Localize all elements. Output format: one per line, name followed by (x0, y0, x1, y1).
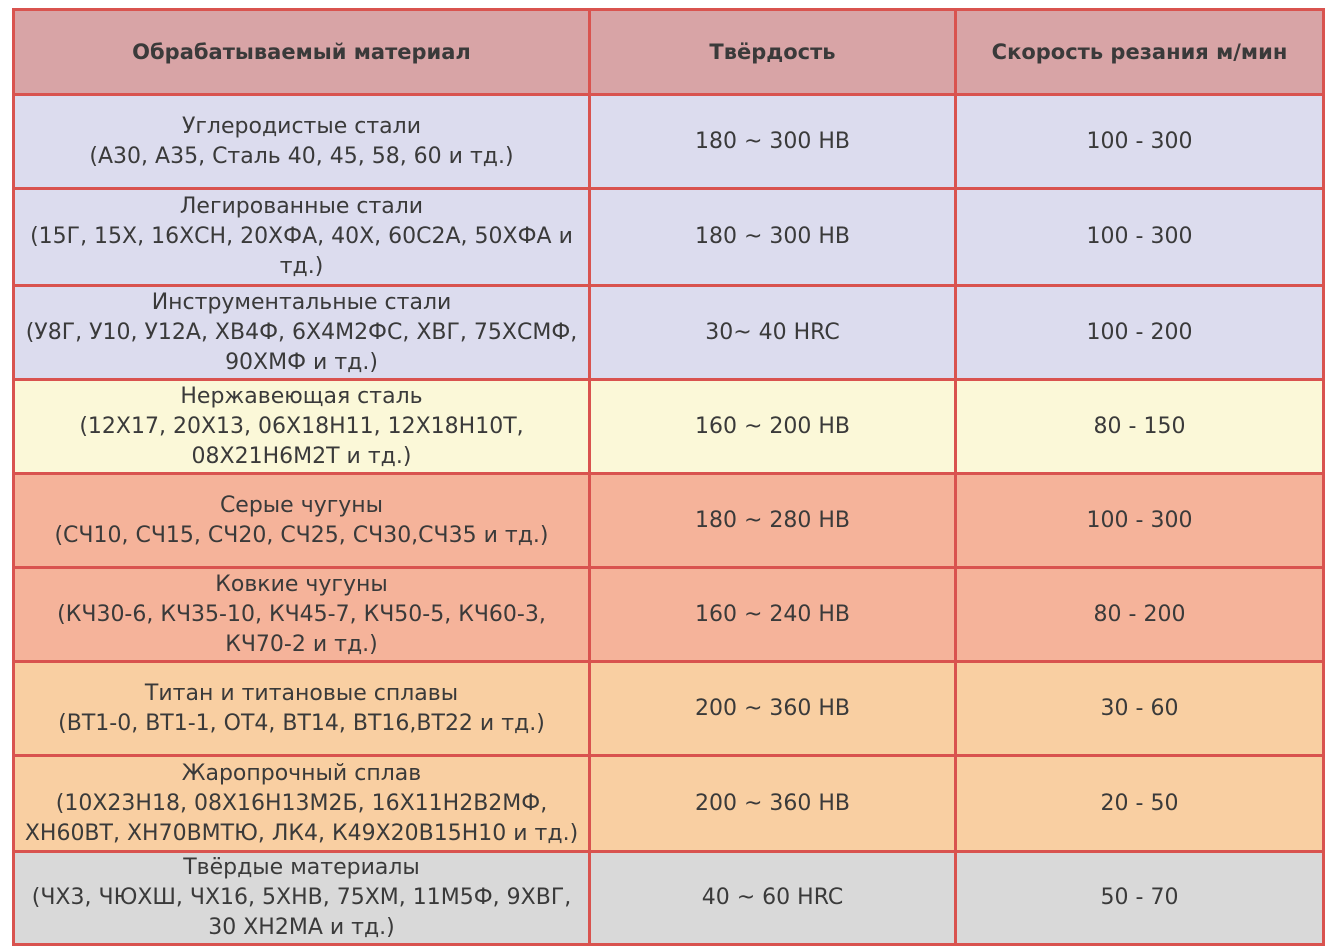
speed-cell: 100 - 200 (954, 284, 1325, 381)
speed-cell: 100 - 300 (954, 93, 1325, 190)
material-grades: (А30, А35, Сталь 40, 45, 58, 60 и тд.) (89, 143, 514, 169)
material-grades: (ВТ1-0, ВТ1-1, ОТ4, ВТ14, ВТ16,ВТ22 и тд… (58, 710, 545, 736)
table-row: Ковкие чугуны (КЧ30-6, КЧ35-10, КЧ45-7, К… (12, 566, 1325, 663)
hardness-cell: 160 ~ 200 HB (588, 378, 957, 475)
header-hardness: Твёрдость (588, 8, 957, 96)
header-row: Обрабатываемый материал Твёрдость Скорос… (12, 8, 1325, 96)
table-row: Углеродистые стали (А30, А35, Сталь 40, 4… (12, 93, 1325, 190)
table-row: Инструментальные стали (У8Г, У10, У12А, Х… (12, 284, 1325, 381)
hardness-cell: 30~ 40 HRC (588, 284, 957, 381)
header-cutting-speed: Скорость резания м/мин (954, 8, 1325, 96)
material-grades: (12Х17, 20Х13, 06Х18Н11, 12Х18Н10Т, 08Х2… (79, 413, 524, 469)
material-name: Жаропрочный сплав (181, 760, 422, 786)
material-cell: Титан и титановые сплавы (ВТ1-0, ВТ1-1, О… (12, 660, 591, 757)
material-cell: Ковкие чугуны (КЧ30-6, КЧ35-10, КЧ45-7, К… (12, 566, 591, 663)
material-name: Ковкие чугуны (215, 571, 388, 597)
material-name: Серые чугуны (219, 492, 384, 518)
table-row: Серые чугуны (СЧ10, СЧ15, СЧ20, СЧ25, СЧ3… (12, 472, 1325, 569)
speed-cell: 100 - 300 (954, 472, 1325, 569)
hardness-cell: 200 ~ 360 HB (588, 660, 957, 757)
material-cell: Нержавеющая сталь (12Х17, 20Х13, 06Х18Н11… (12, 378, 591, 475)
hardness-cell: 40 ~ 60 HRC (588, 850, 957, 946)
hardness-cell: 180 ~ 280 HB (588, 472, 957, 569)
material-grades: (СЧ10, СЧ15, СЧ20, СЧ25, СЧ30,СЧ35 и тд.… (54, 522, 549, 548)
table-row: Титан и титановые сплавы (ВТ1-0, ВТ1-1, О… (12, 660, 1325, 757)
material-grades: (КЧ30-6, КЧ35-10, КЧ45-7, КЧ50-5, КЧ60-3… (57, 601, 546, 657)
hardness-cell: 180 ~ 300 HB (588, 93, 957, 190)
hardness-cell: 160 ~ 240 HB (588, 566, 957, 663)
material-name: Легированные стали (179, 194, 424, 219)
material-grades: (15Г, 15Х, 16ХСН, 20ХФА, 40Х, 60С2А, 50Х… (30, 224, 573, 279)
material-cell: Твёрдые материалы (ЧХ3, ЧЮХШ, ЧХ16, 5ХНВ,… (12, 850, 591, 946)
material-cell: Углеродистые стали (А30, А35, Сталь 40, 4… (12, 93, 591, 190)
material-name: Нержавеющая сталь (180, 383, 423, 409)
table-row: Легированные стали (15Г, 15Х, 16ХСН, 20ХФ… (12, 187, 1325, 287)
table-row: Нержавеющая сталь (12Х17, 20Х13, 06Х18Н11… (12, 378, 1325, 475)
material-cell: Легированные стали (15Г, 15Х, 16ХСН, 20ХФ… (12, 187, 591, 287)
speed-cell: 100 - 300 (954, 187, 1325, 287)
table-row: Жаропрочный сплав (10Х23Н18, 08Х16Н13М2Б,… (12, 754, 1325, 853)
speed-cell: 50 - 70 (954, 850, 1325, 946)
material-cell: Инструментальные стали (У8Г, У10, У12А, Х… (12, 284, 591, 381)
material-cell: Серые чугуны (СЧ10, СЧ15, СЧ20, СЧ25, СЧ3… (12, 472, 591, 569)
speed-cell: 30 - 60 (954, 660, 1325, 757)
speed-cell: 80 - 150 (954, 378, 1325, 475)
material-grades: (10Х23Н18, 08Х16Н13М2Б, 16Х11Н2В2МФ, ХН6… (24, 790, 579, 846)
table-row: Твёрдые материалы (ЧХ3, ЧЮХШ, ЧХ16, 5ХНВ,… (12, 850, 1325, 946)
hardness-cell: 200 ~ 360 HB (588, 754, 957, 853)
hardness-cell: 180 ~ 300 HB (588, 187, 957, 287)
material-grades: (У8Г, У10, У12А, ХВ4Ф, 6Х4М2ФС, ХВГ, 75Х… (25, 319, 578, 375)
speed-cell: 20 - 50 (954, 754, 1325, 853)
material-name: Углеродистые стали (181, 113, 422, 139)
material-grades: (ЧХ3, ЧЮХШ, ЧХ16, 5ХНВ, 75ХМ, 11М5Ф, 9ХВ… (31, 885, 572, 940)
header-material: Обрабатываемый материал (12, 8, 591, 96)
material-name: Титан и титановые сплавы (144, 680, 459, 706)
material-name: Твёрдые материалы (183, 855, 420, 880)
speed-cell: 80 - 200 (954, 566, 1325, 663)
materials-table: Обрабатываемый материал Твёрдость Скорос… (12, 8, 1325, 946)
material-cell: Жаропрочный сплав (10Х23Н18, 08Х16Н13М2Б,… (12, 754, 591, 853)
material-name: Инструментальные стали (151, 289, 452, 315)
